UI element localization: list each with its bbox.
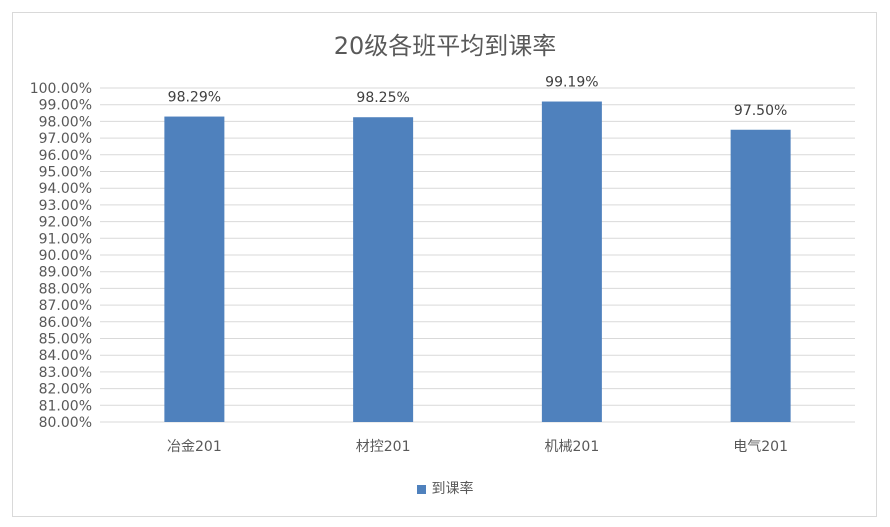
legend: 到课率	[0, 478, 890, 498]
y-tick-label: 99.00%	[39, 98, 92, 114]
y-tick-label: 90.00%	[39, 248, 92, 264]
y-tick-label: 94.00%	[39, 181, 92, 197]
bar	[541, 101, 602, 422]
chart-title: 20级各班平均到课率	[333, 32, 557, 60]
legend-label: 到课率	[431, 481, 474, 497]
data-label: 97.50%	[734, 103, 787, 119]
bar	[730, 129, 791, 422]
y-tick-label: 91.00%	[39, 231, 92, 247]
bar	[353, 117, 414, 422]
y-tick-label: 92.00%	[39, 215, 92, 231]
y-tick-label: 96.00%	[39, 148, 92, 164]
y-tick-label: 85.00%	[39, 332, 92, 348]
data-label: 98.29%	[168, 90, 221, 106]
x-tick-label: 机械201	[545, 439, 600, 455]
y-tick-label: 98.00%	[39, 114, 92, 130]
y-tick-label: 88.00%	[39, 281, 92, 297]
y-tick-label: 100.00%	[30, 81, 92, 97]
y-tick-label: 95.00%	[39, 165, 92, 181]
y-tick-label: 86.00%	[39, 315, 92, 331]
data-label: 98.25%	[356, 90, 409, 106]
legend-swatch	[416, 484, 426, 494]
y-tick-label: 81.00%	[39, 398, 92, 414]
y-tick-label: 84.00%	[39, 348, 92, 364]
x-tick-label: 冶金201	[167, 439, 222, 455]
y-tick-label: 93.00%	[39, 198, 92, 214]
y-tick-label: 97.00%	[39, 131, 92, 147]
bar	[164, 116, 225, 422]
y-tick-label: 89.00%	[39, 265, 92, 281]
y-tick-label: 82.00%	[39, 382, 92, 398]
y-tick-label: 80.00%	[39, 415, 92, 431]
x-tick-label: 材控201	[356, 439, 411, 455]
x-tick-label: 电气201	[733, 439, 788, 455]
y-tick-label: 83.00%	[39, 365, 92, 381]
chart-frame	[12, 12, 877, 517]
y-tick-label: 87.00%	[39, 298, 92, 314]
data-label: 99.19%	[545, 75, 598, 91]
